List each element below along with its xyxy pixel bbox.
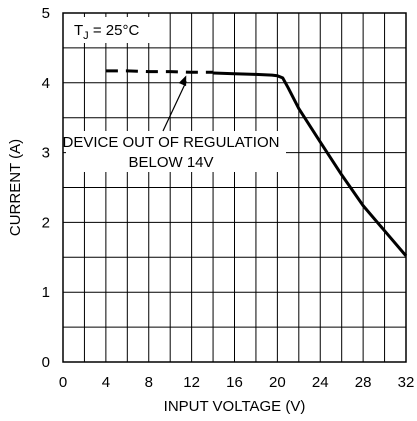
regulation-note-arrowhead bbox=[178, 75, 187, 87]
x-tick-label: 24 bbox=[312, 374, 329, 391]
y-tick-label: 3 bbox=[42, 145, 50, 162]
y-tick-label: 4 bbox=[42, 75, 50, 92]
condition-label-background bbox=[67, 17, 151, 43]
y-tick-label: 0 bbox=[42, 354, 50, 371]
series-group bbox=[105, 69, 408, 257]
x-axis-label: INPUT VOLTAGE (V) bbox=[164, 398, 306, 415]
x-tick-label: 16 bbox=[226, 374, 243, 391]
condition-label-suffix: = 25°C bbox=[89, 22, 140, 39]
x-tick-label: 20 bbox=[269, 374, 286, 391]
condition-label-prefix: T bbox=[74, 22, 83, 39]
y-tick-label: 1 bbox=[42, 284, 50, 301]
y-axis-label: CURRENT (A) bbox=[7, 139, 24, 236]
grid bbox=[63, 13, 406, 362]
x-tick-labels: 0 4 8 12 16 20 24 28 32 bbox=[59, 374, 415, 391]
regulation-note-line2: BELOW 14V bbox=[128, 154, 213, 171]
regulation-note-background bbox=[66, 131, 286, 172]
condition-label: TJ = 25°C bbox=[74, 22, 139, 42]
x-tick-label: 12 bbox=[183, 374, 200, 391]
x-tick-label: 0 bbox=[59, 374, 67, 391]
condition-label-subscript: J bbox=[83, 30, 89, 42]
y-tick-labels: 0 1 2 3 4 5 bbox=[42, 5, 50, 371]
x-tick-label: 8 bbox=[145, 374, 153, 391]
regulation-note-line1: DEVICE OUT OF REGULATION bbox=[63, 134, 280, 151]
x-tick-label: 28 bbox=[355, 374, 372, 391]
x-tick-label: 4 bbox=[102, 374, 110, 391]
regulation-note-arrow bbox=[162, 81, 187, 132]
y-tick-label: 2 bbox=[42, 214, 50, 231]
series-line-solid bbox=[213, 71, 408, 257]
y-tick-label: 5 bbox=[42, 5, 50, 22]
series-line-dashed bbox=[105, 69, 214, 74]
plot-frame bbox=[62, 12, 407, 363]
x-tick-label: 32 bbox=[398, 374, 415, 391]
